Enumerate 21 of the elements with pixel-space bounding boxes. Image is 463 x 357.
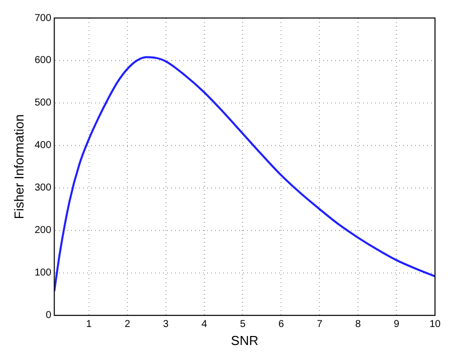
x-tick-label: 8 — [355, 319, 362, 330]
y-tick-label: 100 — [34, 268, 52, 279]
y-tick-label: 0 — [46, 310, 52, 322]
x-tick-label: 4 — [201, 319, 208, 330]
y-axis-title: Fisher Information — [11, 114, 26, 220]
x-tick-label: 1 — [86, 319, 92, 330]
y-tick-label: 300 — [34, 182, 52, 194]
y-tick-label: 500 — [34, 98, 52, 109]
x-tick-label: 9 — [394, 319, 400, 330]
x-axis-title: SNR — [230, 332, 258, 348]
x-tick-label: 2 — [124, 319, 131, 330]
x-tick-label: 10 — [429, 319, 441, 330]
y-tick-label: 600 — [34, 55, 52, 66]
line-series — [54, 56, 435, 292]
x-tick-label: 7 — [316, 319, 323, 330]
x-tick-label: 6 — [278, 319, 284, 330]
y-tick-label: 400 — [34, 140, 52, 152]
y-tick-label: 200 — [34, 225, 52, 236]
x-tick-label: 5 — [240, 319, 246, 330]
y-tick-label: 700 — [34, 12, 52, 24]
x-tick-label: 3 — [163, 319, 170, 330]
